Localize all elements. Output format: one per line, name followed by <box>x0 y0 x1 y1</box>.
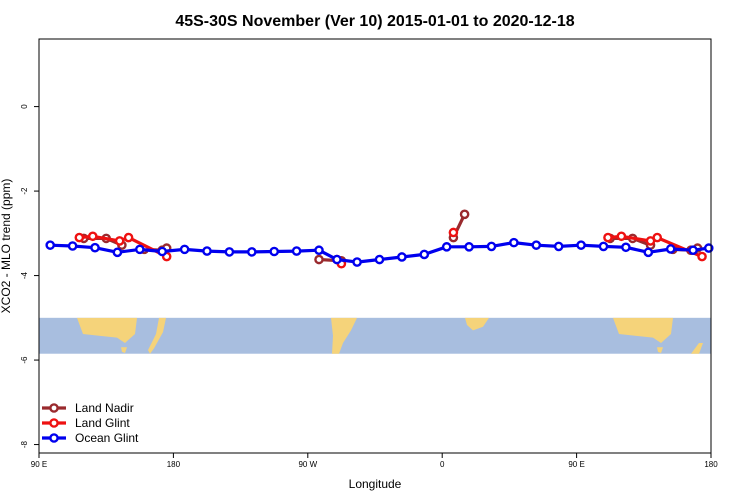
map-land-1 <box>77 317 137 343</box>
x-axis: 90 E 180 90 W 0 90 E 180 <box>31 453 718 469</box>
map-land-5 <box>465 317 489 331</box>
data-point <box>269 246 280 257</box>
plot-frame <box>38 38 712 454</box>
x-tick-label: 90 E <box>568 460 584 469</box>
map-land-8 <box>691 342 703 354</box>
data-point <box>509 237 519 248</box>
data-point <box>112 247 123 258</box>
series-ocean-glint <box>45 237 714 267</box>
data-point <box>688 245 698 256</box>
x-tick-label: 90 W <box>298 460 317 469</box>
series-layer <box>45 209 714 269</box>
data-point <box>576 240 586 250</box>
data-point <box>374 254 385 265</box>
data-point <box>123 232 134 243</box>
data-point <box>697 251 707 262</box>
data-point <box>314 254 324 265</box>
data-point <box>448 227 459 238</box>
map-land-2 <box>121 347 127 354</box>
data-point <box>291 246 302 256</box>
y-tick-label: -6 <box>20 356 29 364</box>
legend-marker <box>49 418 59 428</box>
data-point <box>397 252 407 262</box>
data-point <box>643 247 654 258</box>
data-point <box>464 242 474 252</box>
x-axis-label: Longitude <box>349 477 402 491</box>
legend-marker <box>49 403 59 413</box>
map-land-4 <box>331 317 357 354</box>
map-land-7 <box>657 347 663 354</box>
y-tick-label: -8 <box>20 440 29 448</box>
data-point <box>621 242 631 253</box>
data-point <box>67 241 78 251</box>
data-point <box>332 254 342 265</box>
data-point <box>114 236 125 246</box>
map-land-3 <box>148 317 166 354</box>
legend-marker <box>49 433 59 443</box>
data-point <box>459 209 470 220</box>
data-point <box>74 232 85 243</box>
data-point <box>352 257 362 267</box>
data-point <box>531 240 542 250</box>
data-point <box>45 240 56 250</box>
chart-title: 45S-30S November (Ver 10) 2015-01-01 to … <box>175 13 574 30</box>
legend-label: Land Nadir <box>75 401 134 415</box>
data-point <box>598 241 609 252</box>
x-tick-label: 180 <box>704 460 718 469</box>
data-point <box>441 242 452 252</box>
data-point <box>179 244 190 255</box>
data-point <box>246 247 257 257</box>
x-tick-label: 90 E <box>31 460 47 469</box>
legend-label: Land Glint <box>75 416 130 430</box>
data-point <box>90 242 100 253</box>
y-axis: 0 -2 -4 -6 -8 <box>20 104 39 448</box>
data-point <box>616 231 627 242</box>
data-point <box>314 245 324 256</box>
y-tick-label: 0 <box>20 104 29 109</box>
data-point <box>553 241 564 252</box>
data-point <box>224 247 235 257</box>
map-band <box>39 317 711 354</box>
data-point <box>419 249 430 260</box>
data-point <box>202 246 212 256</box>
y-tick-label: -4 <box>20 271 29 279</box>
x-tick-label: 180 <box>167 460 181 469</box>
data-point <box>652 232 663 243</box>
legend-label: Ocean Glint <box>75 431 139 445</box>
data-point <box>157 246 167 257</box>
data-point <box>665 244 676 254</box>
data-point <box>87 231 98 242</box>
x-tick-label: 0 <box>440 460 445 469</box>
map-land-6 <box>613 317 673 343</box>
data-point <box>134 244 145 255</box>
map-ocean <box>39 317 711 354</box>
y-axis-label: XCO2 - MLO trend (ppm) <box>0 179 13 314</box>
data-point <box>603 232 613 243</box>
data-point <box>486 241 497 252</box>
y-tick-label: -2 <box>20 187 29 195</box>
